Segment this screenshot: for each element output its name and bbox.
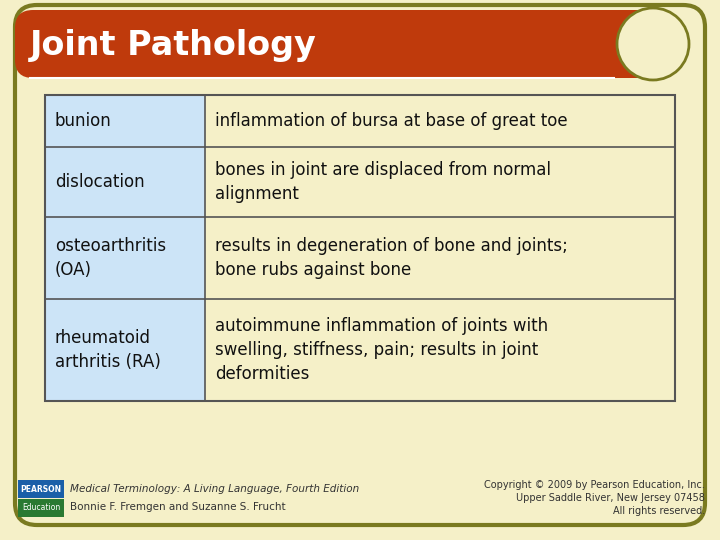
Text: All rights reserved.: All rights reserved. xyxy=(613,506,705,516)
Bar xyxy=(205,147,675,217)
Text: bones in joint are displaced from normal
alignment: bones in joint are displaced from normal… xyxy=(215,161,551,203)
Bar xyxy=(18,499,64,517)
Text: PEARSON: PEARSON xyxy=(20,484,62,494)
Bar xyxy=(205,95,675,147)
Text: Bonnie F. Fremgen and Suzanne S. Frucht: Bonnie F. Fremgen and Suzanne S. Frucht xyxy=(70,502,286,512)
Bar xyxy=(45,147,205,217)
Bar xyxy=(18,480,64,498)
Text: results in degeneration of bone and joints;
bone rubs against bone: results in degeneration of bone and join… xyxy=(215,237,568,279)
Text: inflammation of bursa at base of great toe: inflammation of bursa at base of great t… xyxy=(215,112,567,130)
Text: Copyright © 2009 by Pearson Education, Inc.: Copyright © 2009 by Pearson Education, I… xyxy=(484,480,705,490)
Bar xyxy=(45,95,205,147)
Text: autoimmune inflammation of joints with
swelling, stiffness, pain; results in joi: autoimmune inflammation of joints with s… xyxy=(215,318,548,383)
Text: Medical Terminology: A Living Language, Fourth Edition: Medical Terminology: A Living Language, … xyxy=(70,484,359,494)
FancyBboxPatch shape xyxy=(15,5,705,525)
Text: dislocation: dislocation xyxy=(55,173,145,191)
Text: Upper Saddle River, New Jersey 07458: Upper Saddle River, New Jersey 07458 xyxy=(516,493,705,503)
Bar xyxy=(45,299,205,401)
Text: Education: Education xyxy=(22,503,60,512)
FancyBboxPatch shape xyxy=(15,10,655,78)
Text: rheumatoid
arthritis (RA): rheumatoid arthritis (RA) xyxy=(55,329,161,371)
Text: bunion: bunion xyxy=(55,112,112,130)
Bar xyxy=(45,95,675,401)
Text: Joint Pathology: Joint Pathology xyxy=(30,30,317,63)
Bar xyxy=(45,217,205,299)
Bar xyxy=(35,10,655,78)
Bar xyxy=(205,299,675,401)
Text: osteoarthritis
(OA): osteoarthritis (OA) xyxy=(55,237,166,279)
Bar xyxy=(205,217,675,299)
Circle shape xyxy=(617,8,689,80)
